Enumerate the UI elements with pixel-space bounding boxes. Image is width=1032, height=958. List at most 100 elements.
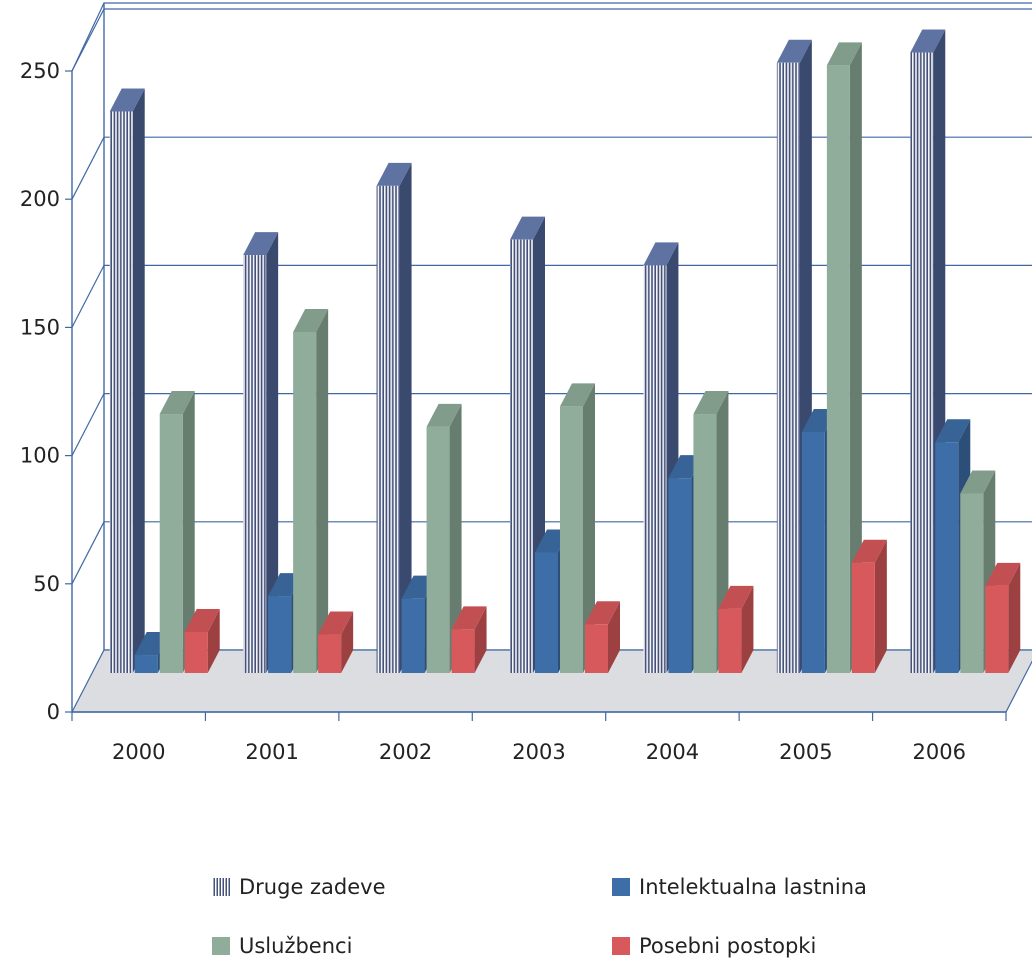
y-tick-label: 200 [20, 187, 60, 211]
bar-posebni-postopki-2001 [318, 611, 354, 673]
x-tick-label: 2003 [512, 740, 565, 764]
bar-side [741, 585, 754, 673]
bar-front [243, 255, 267, 673]
legend-item-intelektualna-lastnina: Intelektualna lastnina [612, 875, 867, 899]
bar-top [910, 29, 946, 53]
bar-top [510, 216, 545, 240]
bar-side [399, 162, 412, 673]
bar-top [451, 606, 487, 630]
bar-front [910, 52, 934, 673]
bar-front [668, 478, 692, 673]
bar-posebni-postopki-2006 [985, 562, 1021, 673]
bar-side [207, 608, 220, 673]
bar-front [801, 431, 825, 673]
bar-uslu-benci-2004 [693, 391, 729, 673]
bar-front [510, 239, 533, 673]
x-tick-label: 2000 [112, 740, 165, 764]
gridline-diagonal [71, 136, 105, 200]
bar-top [826, 42, 862, 66]
axes [71, 71, 1006, 713]
bar-side [608, 601, 620, 673]
bar-front [376, 185, 400, 673]
y-tick-label: 250 [20, 59, 60, 83]
bar-front [935, 442, 959, 673]
bar-druge-zadeve-2002 [376, 162, 412, 673]
bar-front [718, 608, 742, 673]
bar-side [132, 88, 145, 673]
bar-front [851, 562, 875, 673]
legend-label-druge-zadeve: Druge zadeve [239, 875, 386, 899]
x-tick-label: 2001 [245, 740, 298, 764]
bar-side [849, 42, 862, 673]
bar-side [474, 606, 487, 673]
bar-side [341, 611, 354, 673]
bar-uslu-benci-2003 [560, 383, 595, 673]
y-tick-label: 150 [20, 315, 60, 339]
legend-swatch-usluzbenci [212, 937, 230, 955]
bar-front [318, 634, 342, 673]
bar-front [159, 414, 183, 673]
bar-uslu-benci-2002 [426, 403, 462, 673]
bar-front [776, 62, 800, 673]
x-tick-label: 2006 [913, 740, 966, 764]
bar-druge-zadeve-2000 [109, 88, 145, 673]
bar-front [426, 426, 450, 673]
bar-side [316, 308, 329, 673]
bar-front [643, 265, 667, 673]
bar-top [643, 242, 679, 266]
legend-swatch-posebni-postopki [612, 937, 630, 955]
legend-item-druge-zadeve: Druge zadeve [212, 875, 386, 899]
bar-posebni-postopki-2003 [585, 601, 620, 673]
bar-top [851, 539, 887, 563]
legend-label-intelektualna-lastnina: Intelektualna lastnina [639, 875, 867, 899]
bar-top [985, 562, 1021, 586]
bar-front [268, 596, 292, 673]
legend-item-posebni-postopki: Posebni postopki [612, 934, 816, 958]
bar-uslu-benci-2005 [826, 42, 862, 673]
bar-front [293, 331, 317, 673]
gridline-diagonal [71, 393, 105, 456]
legend-swatch-druge-zadeve [212, 878, 230, 896]
bar-top [376, 162, 412, 186]
bar-top [693, 391, 729, 415]
legend: Druge zadeve Intelektualna lastnina Uslu… [0, 860, 1032, 958]
bar-chart: 0 50 100 150 200 250 2000 2001 2002 2003 2004 2005… [20, 2, 1032, 764]
y-tick-label: 0 [47, 700, 60, 724]
bar-front [535, 552, 558, 673]
bar-side [182, 391, 195, 673]
bar-side [874, 539, 887, 673]
legend-label-usluzbenci: Uslužbenci [239, 934, 353, 958]
bar-front [985, 585, 1009, 673]
bar-top [159, 391, 195, 415]
bar-front [134, 655, 158, 673]
bar-posebni-postopki-2000 [184, 608, 220, 673]
gridline-diagonal [71, 8, 105, 72]
bars-group [109, 29, 1021, 673]
bar-front [826, 65, 850, 673]
bar-front [693, 414, 717, 673]
bar-posebni-postopki-2005 [851, 539, 887, 673]
bar-top [426, 403, 462, 427]
x-tick-label: 2005 [779, 740, 832, 764]
bar-druge-zadeve-2001 [243, 232, 279, 673]
bar-side [583, 383, 595, 673]
bar-front [451, 629, 475, 673]
bar-top [243, 232, 279, 256]
x-tick-label: 2002 [379, 740, 432, 764]
bar-posebni-postopki-2004 [718, 585, 754, 673]
bar-top [718, 585, 754, 609]
bar-front [401, 598, 425, 673]
gridline-diagonal [71, 265, 105, 328]
bar-front [960, 493, 984, 673]
bar-top [960, 470, 996, 494]
bar-top [935, 419, 971, 443]
bar-top [318, 611, 354, 635]
y-axis-tick-labels: 0 50 100 150 200 250 [20, 59, 72, 724]
bar-uslu-benci-2001 [293, 308, 329, 673]
y-tick-label: 100 [20, 444, 60, 468]
y-tick-label: 50 [33, 572, 60, 596]
bar-side [449, 403, 462, 673]
bar-top [560, 383, 595, 407]
bar-front [184, 631, 208, 673]
legend-item-usluzbenci: Uslužbenci [212, 934, 352, 958]
